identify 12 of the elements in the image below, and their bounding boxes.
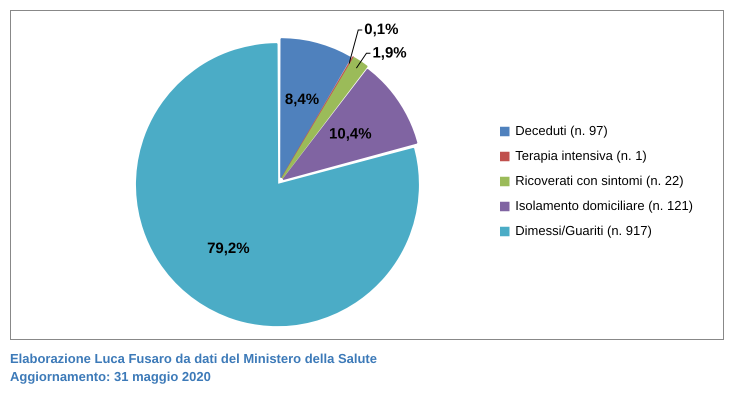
data-label: 10,4%	[329, 125, 372, 142]
data-label: 0,1%	[364, 21, 398, 38]
legend-label: Terapia intensiva (n. 1)	[515, 148, 647, 164]
legend-label: Ricoverati con sintomi (n. 22)	[515, 173, 684, 188]
data-label: 8,4%	[284, 90, 320, 108]
legend-label: Isolamento domiciliare (n. 121)	[515, 198, 694, 214]
text: Aggiornamento: 31 maggio 2020	[10, 368, 212, 386]
legend-label: Deceduti (n. 97)	[515, 123, 608, 138]
legend-label: Dimessi/Guariti (n. 917)	[515, 223, 652, 238]
data-label: 1,9%	[372, 44, 407, 62]
data-label: 79,2%	[207, 240, 250, 257]
text: Elaborazione Luca Fusaro da dati del Ministero della Salute	[10, 350, 377, 368]
